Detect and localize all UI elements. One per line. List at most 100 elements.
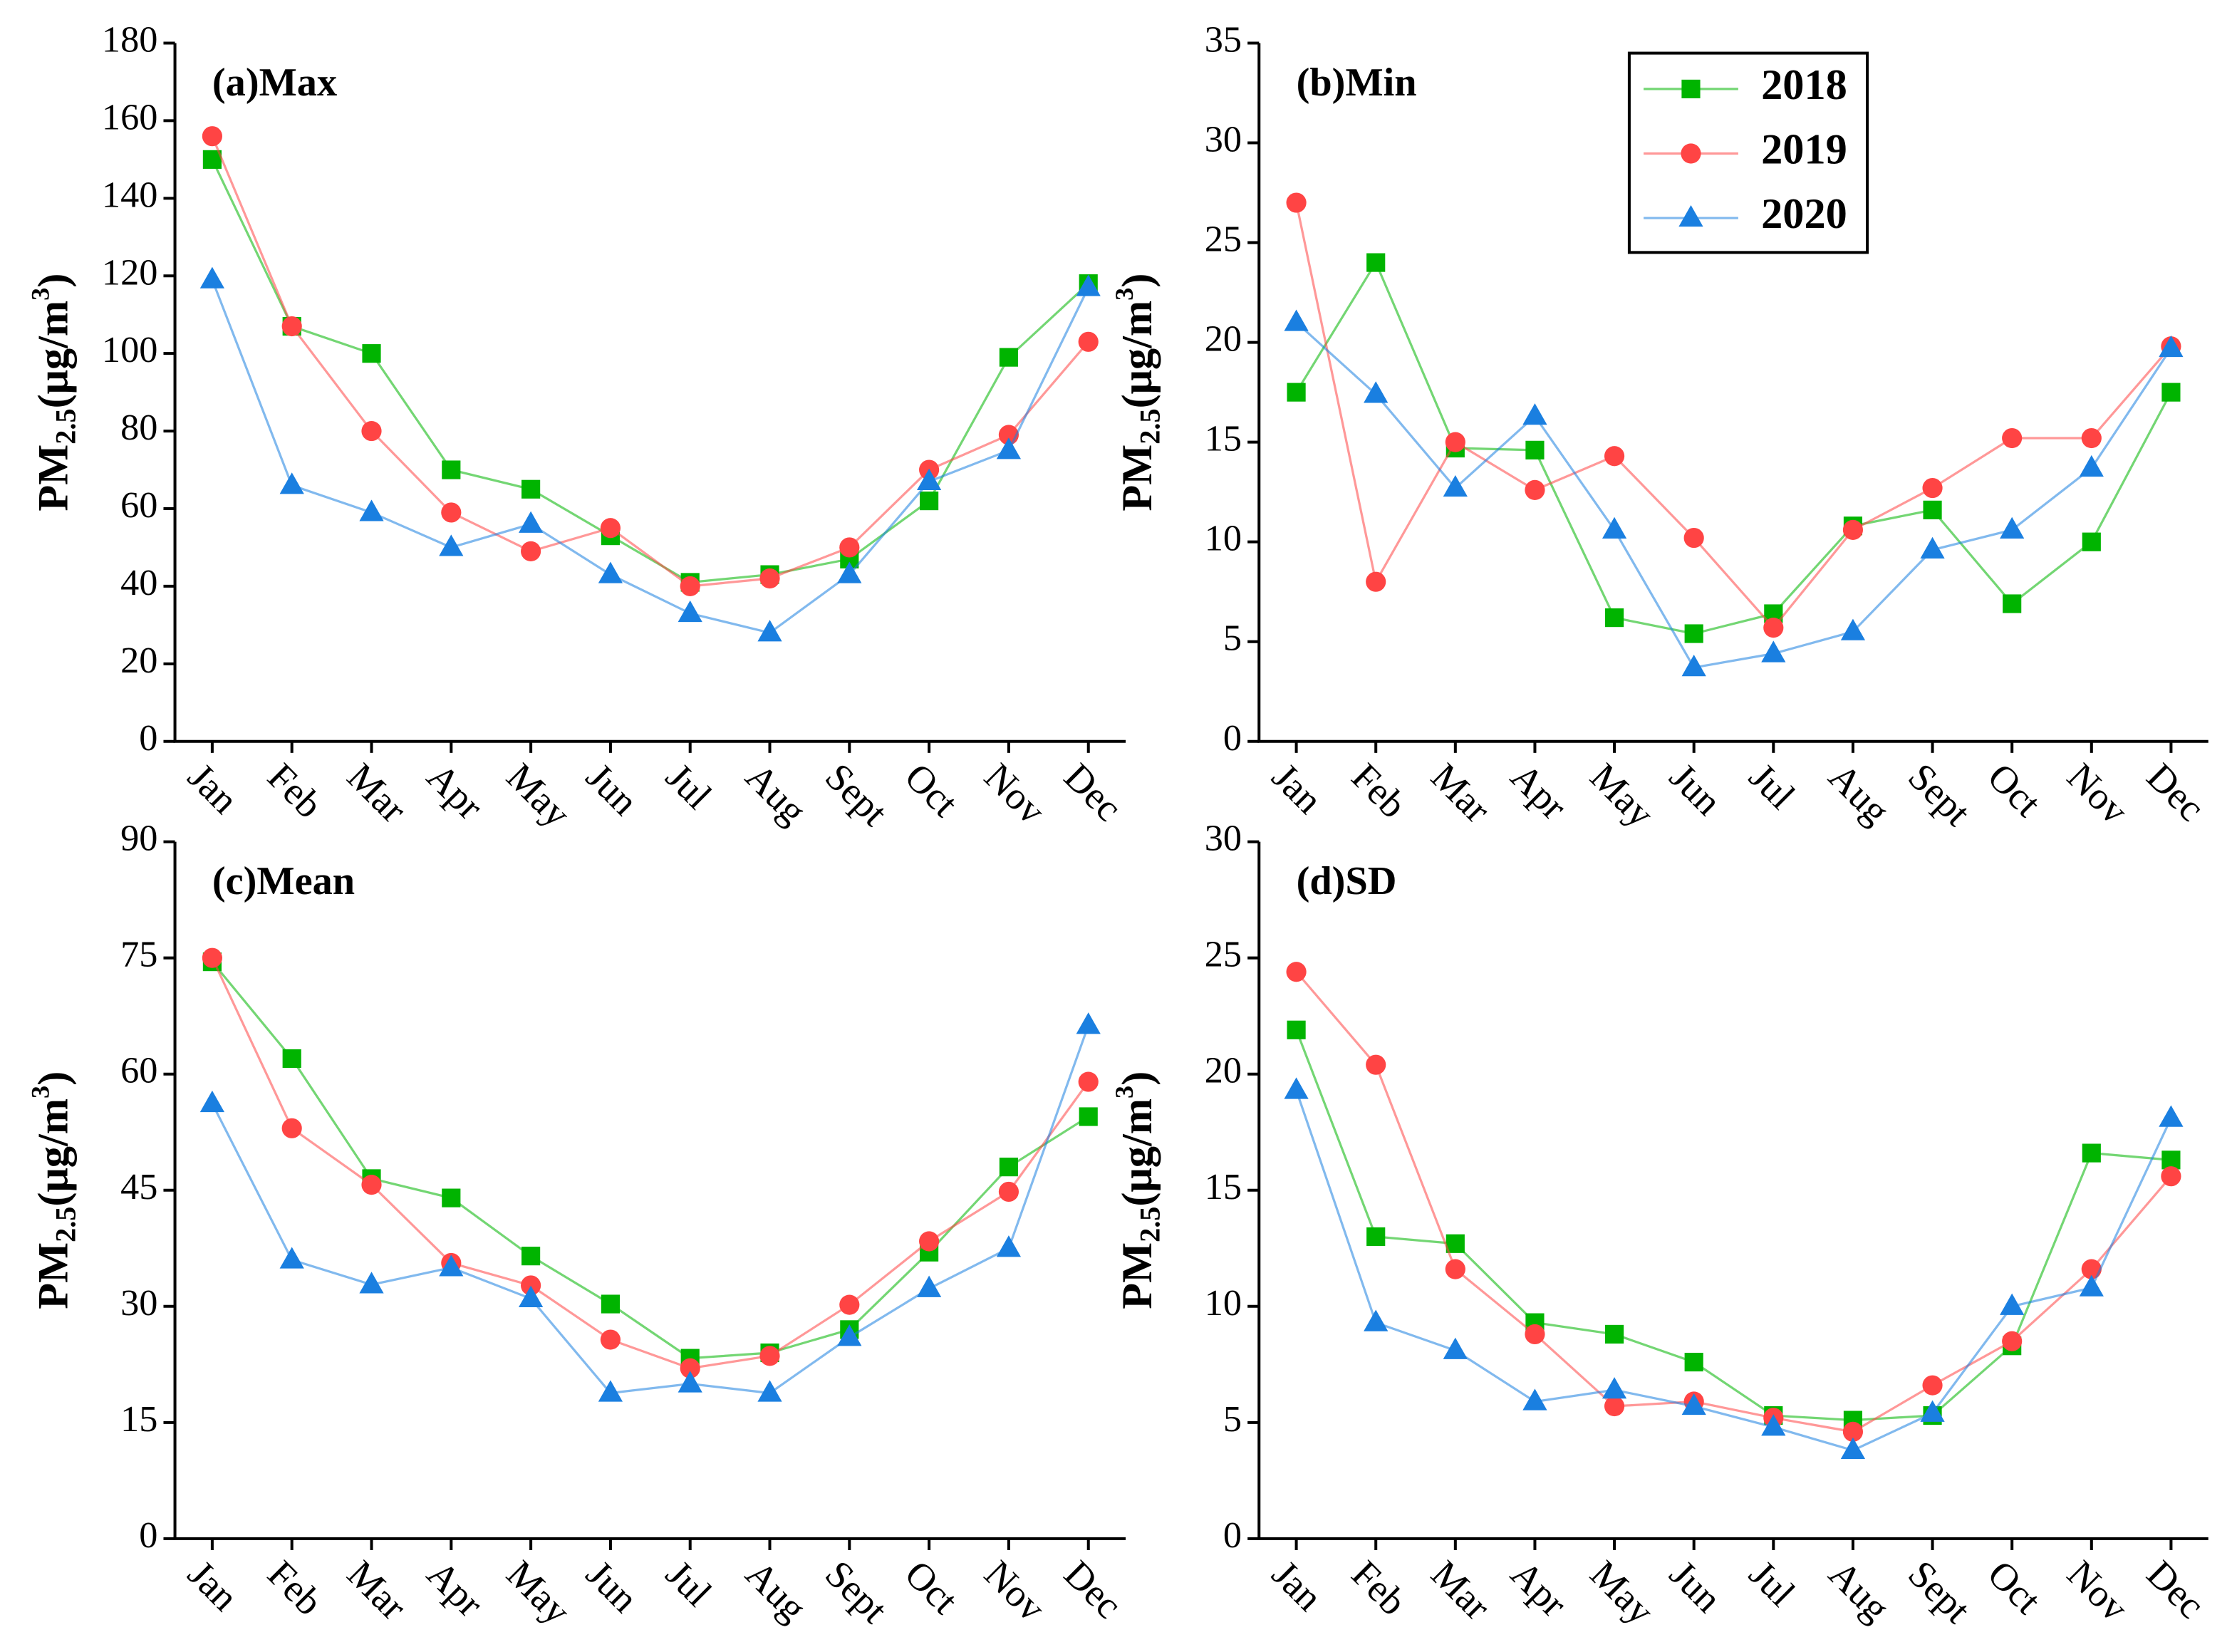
y-tick-label: 10 [1205,1282,1242,1324]
marker [2161,383,2181,402]
x-tick-label: Feb [1344,1552,1415,1624]
marker [1366,253,1386,272]
y-tick-label: 25 [1205,934,1242,975]
y-axis-label-part: PM [1114,445,1161,511]
marker [281,316,302,337]
x-tick-label: Jun [578,755,646,824]
marker [1920,1400,1945,1422]
marker [759,1346,780,1366]
panel-title: (c)Mean [212,859,355,903]
x-tick-label: Mar [339,1552,415,1628]
legend-label: 2020 [1761,190,1847,238]
marker [199,1090,225,1113]
series-line [211,961,1089,1360]
marker [1525,440,1545,459]
marker [1684,624,1703,643]
series-line [211,159,1089,584]
marker [1076,1012,1101,1034]
x-tick-label: Sept [1900,755,1979,834]
marker [1681,655,1706,677]
y-tick-label: 90 [120,818,157,859]
marker [439,534,464,556]
x-tick-label: Jan [180,755,246,822]
marker [999,1158,1019,1177]
y-tick-label: 80 [120,407,157,448]
x-tick-label: Apr [1502,1552,1575,1625]
series-line [1295,971,2172,1433]
marker [1286,962,1307,982]
y-tick-label: 5 [1223,618,1242,659]
x-tick-label: Jun [1661,755,1730,824]
y-axis-label-part: PM [29,1242,77,1309]
y-tick-label: 60 [120,484,157,526]
x-tick-label: Apr [1502,755,1575,828]
marker [2161,1150,2181,1170]
y-axis-label-part: (μg/m [29,301,77,409]
y-tick-label: 180 [102,19,158,61]
x-tick-label: Sept [817,1552,896,1631]
marker [1076,274,1101,296]
y-tick-label: 15 [1205,1166,1242,1207]
marker [839,1294,860,1315]
y-axis-label-part: ) [29,274,77,288]
y-tick-label: 100 [102,329,158,370]
marker [2082,1143,2101,1163]
x-tick-label: May [499,1552,579,1633]
x-tick-label: Aug [737,1552,815,1630]
y-tick-label: 140 [102,174,158,215]
y-tick-label: 20 [120,640,157,681]
marker [920,492,939,511]
marker [1842,1421,1864,1442]
marker [442,460,461,479]
marker [598,1380,623,1402]
y-axis-label-part: 2.5 [50,408,82,444]
marker [1525,1324,1545,1345]
y-axis-label: PM2.5(μg/m3) [1110,274,1166,511]
marker [521,541,541,561]
y-axis-label-part: 2.5 [50,1207,82,1242]
marker [757,620,782,642]
marker [2000,1293,2025,1315]
y-axis-label: PM2.5(μg/m3) [26,1071,82,1309]
x-tick-label: Mar [1423,1552,1498,1628]
y-tick-label: 10 [1205,518,1242,559]
marker [1078,331,1099,352]
y-tick-label: 75 [120,934,157,975]
marker [1366,1054,1386,1075]
marker [1446,1234,1465,1253]
marker [2159,1105,2184,1127]
x-tick-label: Jan [1264,1552,1331,1619]
marker [282,1049,301,1069]
x-tick-label: Apr [419,1552,492,1625]
axis-line [173,841,1126,1540]
series-line [1295,202,2172,630]
marker [919,1231,940,1252]
marker [598,561,623,583]
y-axis-label-part: ) [29,1071,77,1086]
x-tick-label: Jan [180,1552,246,1619]
x-tick-label: Aug [1820,1552,1898,1630]
y-tick-label: 0 [1223,717,1242,759]
y-axis-label-part: (μg/m [1114,1098,1161,1207]
x-tick-label: Jun [578,1552,646,1621]
y-tick-label: 25 [1205,219,1242,260]
marker [1445,432,1465,452]
marker [1287,1020,1306,1039]
marker [1366,1227,1386,1247]
marker [1284,309,1309,331]
x-tick-label: Dec [2139,1552,2213,1626]
marker [361,1175,382,1195]
marker [996,1235,1022,1257]
marker [1079,1107,1098,1126]
y-tick-label: 160 [102,96,158,137]
x-tick-label: Feb [1344,755,1415,826]
series-line [1295,1090,2172,1452]
marker [2159,335,2184,358]
y-axis-label-part: PM [29,445,77,511]
marker [1364,381,1389,403]
x-tick-label: Oct [897,1552,967,1622]
marker [1604,1324,1624,1344]
marker [1761,1414,1786,1436]
